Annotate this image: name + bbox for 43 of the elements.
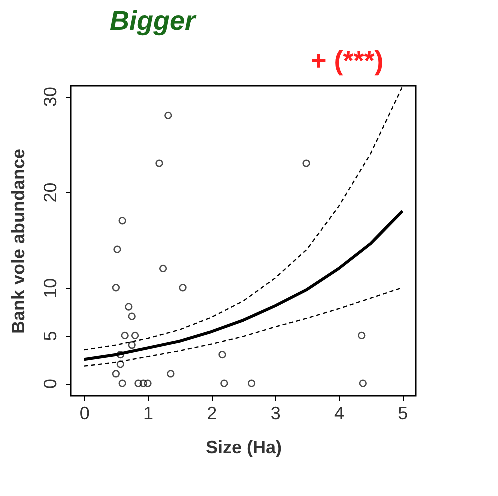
point xyxy=(114,246,122,254)
y-tick-label: 10 xyxy=(40,278,60,298)
x-tick-label: 0 xyxy=(80,404,90,424)
chart-title: Bigger xyxy=(110,6,197,36)
point xyxy=(358,332,366,340)
y-tick-label: 20 xyxy=(40,182,60,203)
y-tick-label: 30 xyxy=(40,87,60,108)
point xyxy=(248,380,256,388)
point xyxy=(144,380,152,388)
point xyxy=(159,264,168,273)
x-tick-label: 4 xyxy=(334,404,344,424)
point xyxy=(118,217,126,225)
point xyxy=(179,284,187,292)
point xyxy=(116,351,124,359)
point xyxy=(118,380,126,388)
line-series xyxy=(82,210,404,362)
x-tick-label: 1 xyxy=(144,404,154,424)
point xyxy=(131,332,140,340)
point xyxy=(134,380,142,388)
point xyxy=(128,312,136,320)
point xyxy=(121,332,129,340)
y-axis-title: Bank vole abundance xyxy=(8,148,28,334)
point xyxy=(220,380,228,388)
x-axis-title: Size (Ha) xyxy=(206,438,282,458)
point xyxy=(359,380,367,388)
point xyxy=(125,303,133,311)
point xyxy=(156,160,164,168)
point xyxy=(112,370,120,378)
x-tick-label: 3 xyxy=(270,404,281,424)
point xyxy=(302,160,310,168)
text: + (***) xyxy=(311,46,384,76)
point xyxy=(218,351,226,359)
point xyxy=(116,360,124,368)
y-tick-label: 5 xyxy=(40,331,60,342)
x-tick-label: 2 xyxy=(207,404,218,424)
point xyxy=(128,341,136,350)
point xyxy=(164,112,172,120)
point xyxy=(167,370,175,378)
line-series xyxy=(84,287,404,367)
x-tick-label: 5 xyxy=(398,404,408,424)
point xyxy=(112,284,120,292)
point xyxy=(140,380,148,388)
y-tick-label: 0 xyxy=(40,379,60,390)
